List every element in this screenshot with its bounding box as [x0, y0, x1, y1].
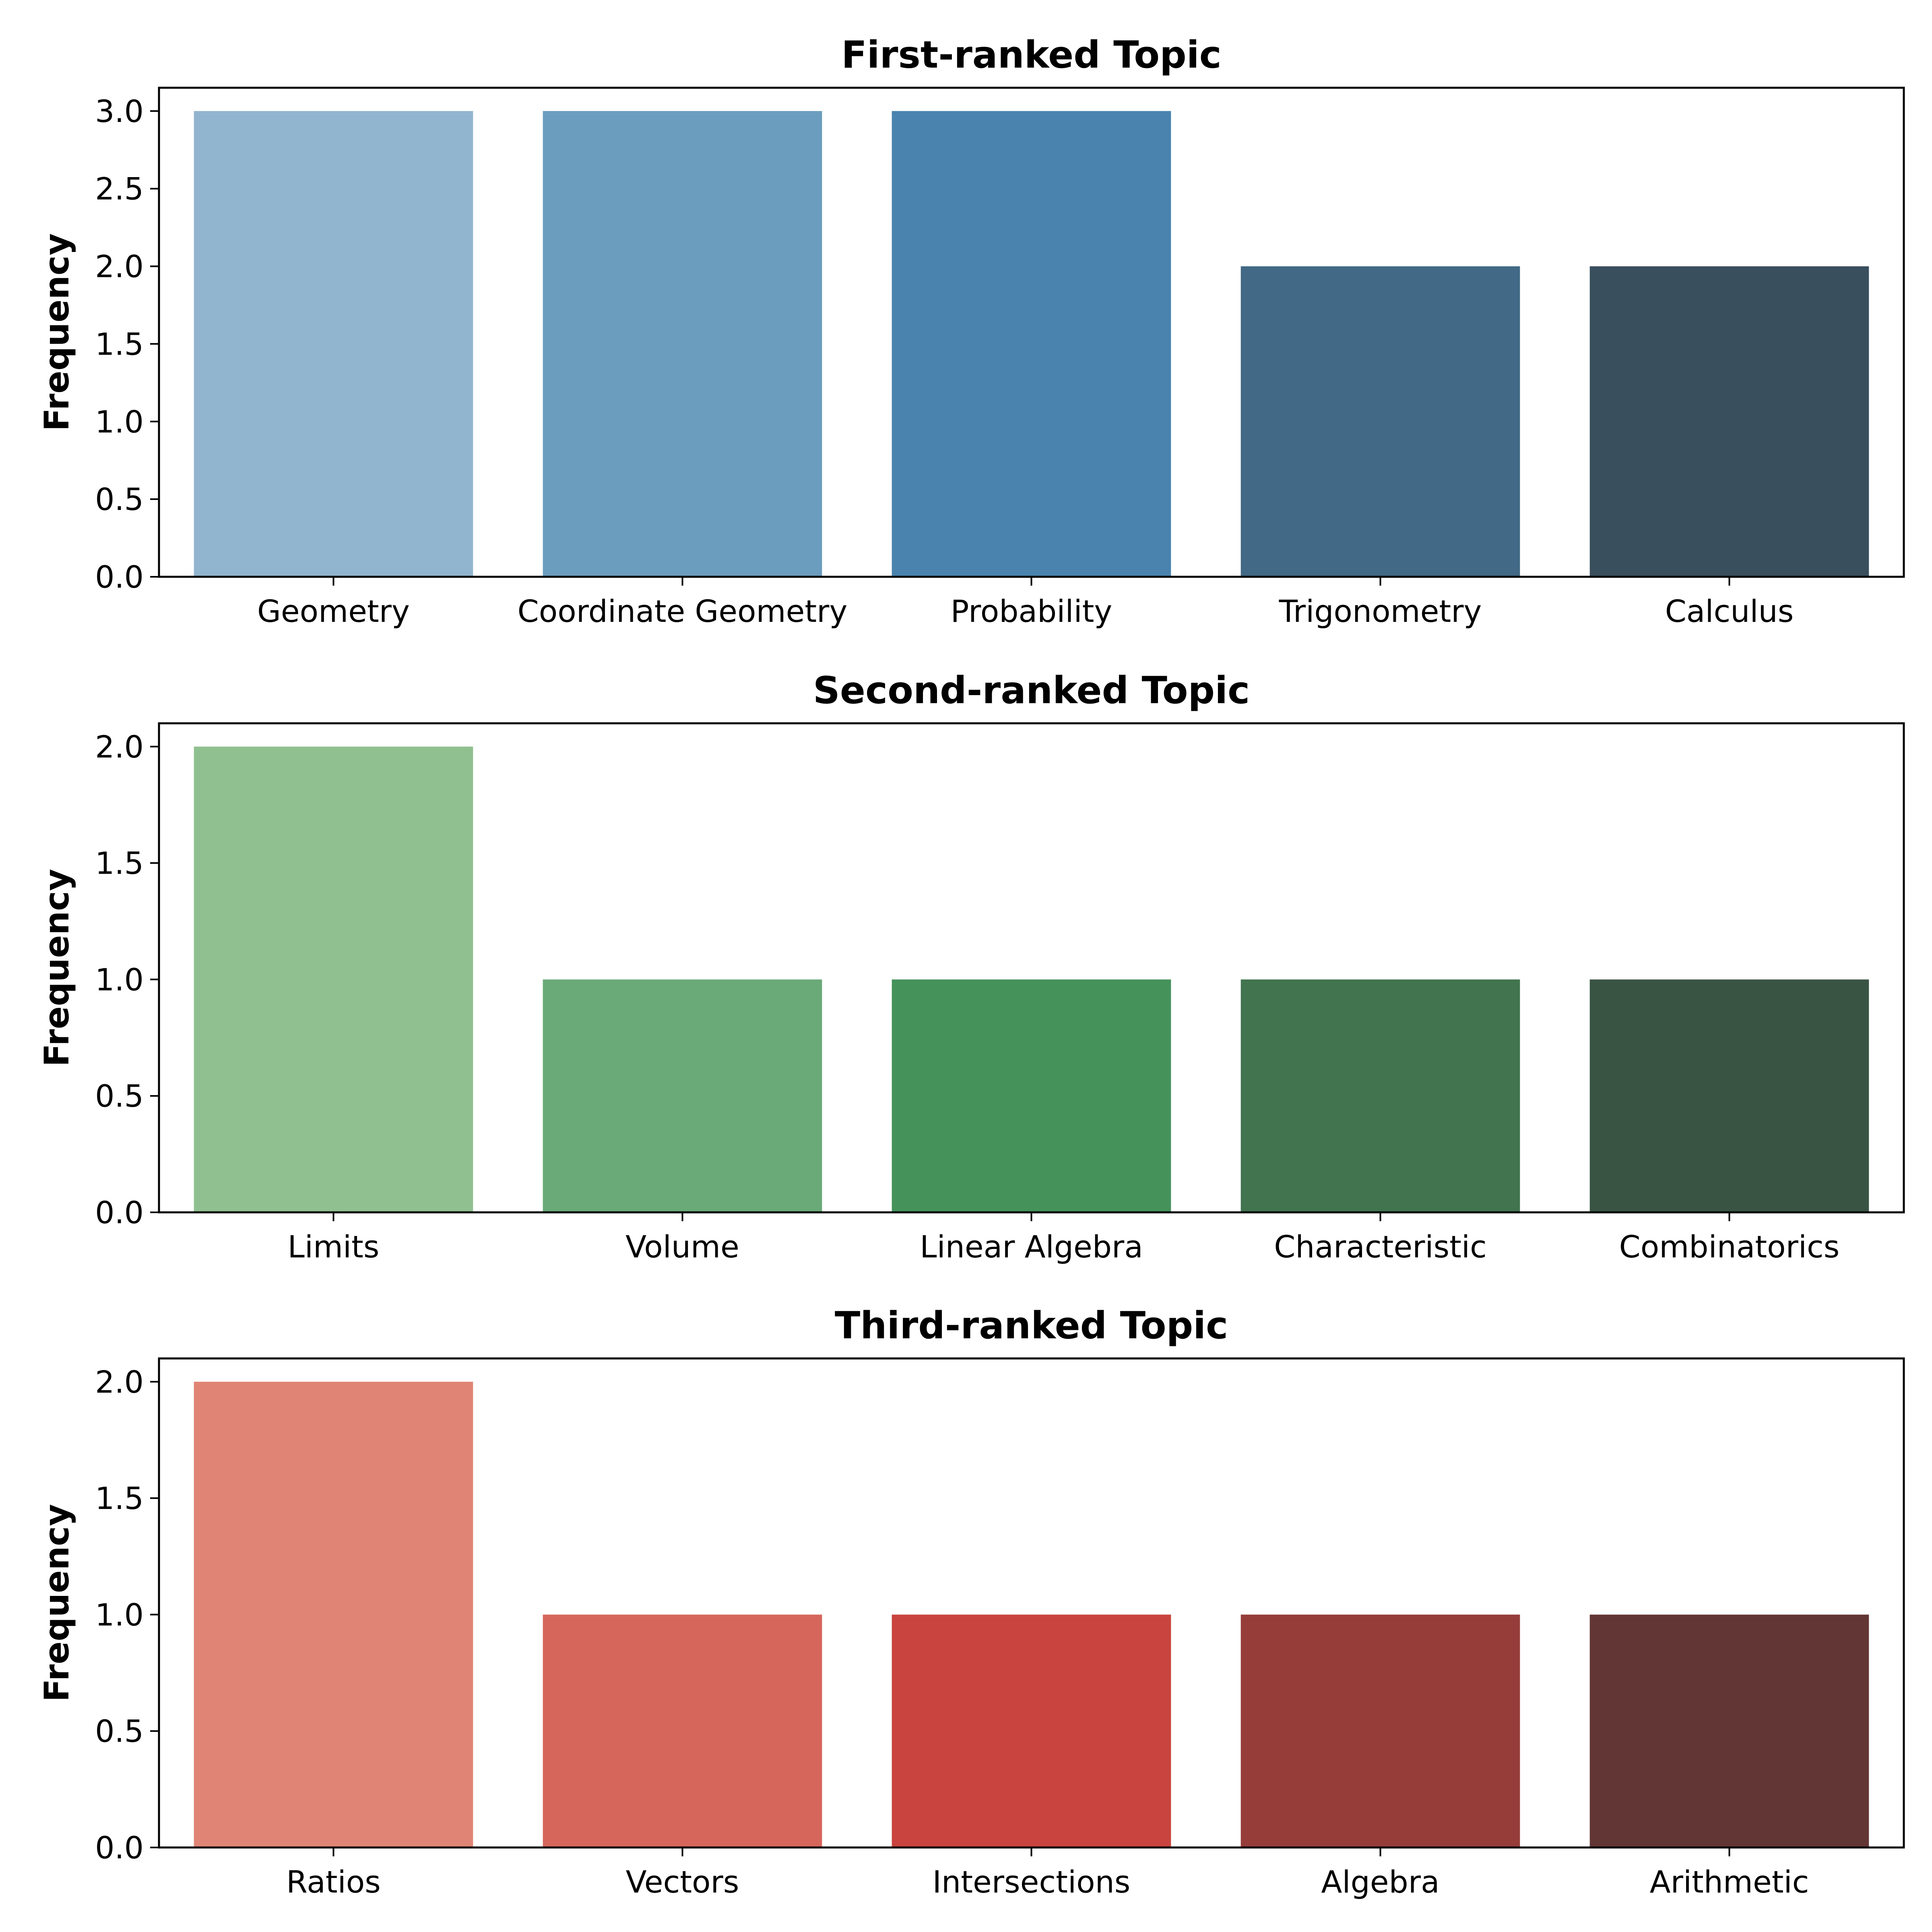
y-tick-label: 0.0 [95, 1195, 144, 1230]
chart-title: Second-ranked Topic [813, 669, 1250, 712]
bar-volume [543, 979, 822, 1212]
bar-trigonometry [1241, 266, 1520, 577]
bar-combinatorics [1589, 979, 1869, 1212]
x-tick-label: Linear Algebra [920, 1229, 1143, 1265]
x-tick-label: Calculus [1665, 593, 1794, 629]
bar-algebra [1241, 1614, 1520, 1847]
bar-intersections [892, 1614, 1171, 1847]
y-tick-label: 2.0 [95, 729, 144, 765]
axes-frame [158, 722, 1905, 1214]
bar-calculus [1589, 266, 1869, 577]
x-tick-label: Arithmetic [1650, 1864, 1809, 1900]
chart-panel-2: Limits Volume Linear Algebra Characteristic… [37, 669, 1905, 1265]
bar-characteristic [1241, 979, 1520, 1212]
bar-arithmetic [1589, 1614, 1869, 1847]
y-tick-label: 0.0 [95, 559, 144, 595]
y-axis-label: Frequency [37, 233, 76, 431]
x-tick-label: Algebra [1321, 1864, 1439, 1900]
chart-panel-3: Ratios Vectors Intersections Algebra Arithme… [37, 1304, 1905, 1900]
x-tick-label: Ratios [286, 1864, 381, 1900]
y-tick-label: 1.5 [95, 1480, 144, 1516]
y-tick-label: 0.0 [95, 1830, 144, 1866]
axes-frame [158, 1357, 1905, 1849]
y-tick-label: 0.5 [95, 481, 144, 517]
y-tick-label: 1.5 [95, 845, 144, 881]
y-tick-label: 1.0 [95, 404, 144, 440]
x-tick-label: Coordinate Geometry [518, 593, 848, 629]
y-tick-label: 3.0 [95, 93, 144, 129]
x-tick-label: Geometry [257, 593, 410, 629]
bar-linear-algebra [892, 979, 1171, 1212]
bar-probability [892, 111, 1171, 577]
x-tick-label: Limits [288, 1229, 380, 1265]
axes-frame [158, 87, 1905, 578]
y-tick-label: 0.5 [95, 1713, 144, 1749]
x-tick-label: Vectors [626, 1864, 739, 1900]
chart-title: Third-ranked Topic [835, 1304, 1228, 1347]
y-axis-label: Frequency [37, 1504, 76, 1702]
bar-coordinate-geometry [543, 111, 822, 577]
y-tick-label: 2.5 [95, 171, 144, 207]
x-tick-label: Characteristic [1274, 1229, 1487, 1265]
bar-geometry [194, 111, 473, 577]
y-tick-label: 1.0 [95, 1597, 144, 1633]
x-tick-label: Intersections [933, 1864, 1131, 1900]
y-axis-label: Frequency [37, 869, 76, 1067]
chart-panel-1: Geometry Coordinate Geometry Probability Tr… [37, 33, 1905, 629]
x-tick-label: Trigonometry [1279, 593, 1482, 629]
x-tick-label: Combinatorics [1619, 1229, 1840, 1265]
y-tick-label: 1.0 [95, 962, 144, 997]
x-tick-label: Volume [625, 1229, 739, 1265]
bar-vectors [543, 1614, 822, 1847]
x-tick-label: Probability [951, 593, 1113, 629]
y-tick-label: 0.5 [95, 1078, 144, 1114]
y-tick-label: 1.5 [95, 326, 144, 362]
bar-ratios [194, 1381, 473, 1847]
bar-limits [194, 746, 473, 1212]
chart-title: First-ranked Topic [841, 33, 1221, 76]
y-tick-label: 2.0 [95, 1364, 144, 1400]
y-tick-label: 2.0 [95, 249, 144, 285]
